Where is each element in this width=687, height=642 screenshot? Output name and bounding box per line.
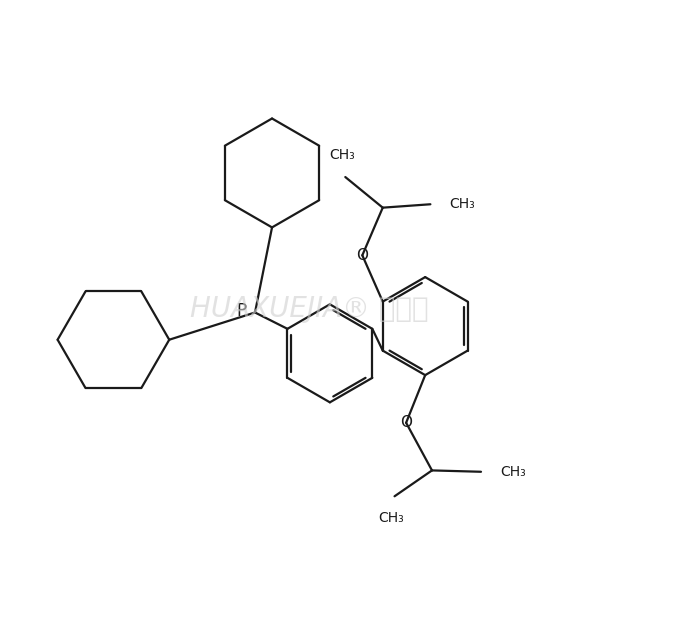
Text: CH₃: CH₃ (449, 197, 475, 211)
Text: CH₃: CH₃ (329, 148, 354, 162)
Text: O: O (357, 248, 368, 263)
Text: O: O (400, 415, 412, 430)
Text: P: P (236, 302, 247, 320)
Text: CH₃: CH₃ (500, 465, 526, 479)
Text: CH₃: CH₃ (379, 511, 404, 525)
Text: HUAXUEJIA® 化学加: HUAXUEJIA® 化学加 (190, 295, 429, 323)
